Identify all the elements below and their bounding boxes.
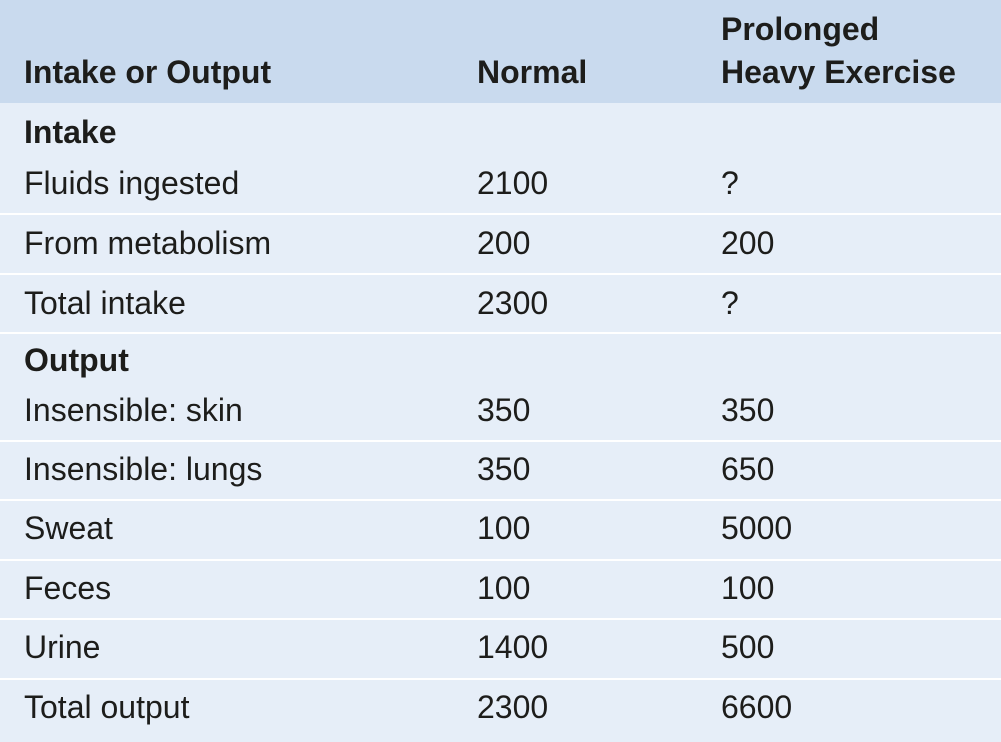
row-label: Insensible: skin bbox=[24, 392, 243, 428]
row-exercise-value: 6600 bbox=[721, 689, 793, 725]
row-label: Total output bbox=[24, 689, 190, 725]
row-divider bbox=[0, 499, 1001, 501]
row-normal-value: 350 bbox=[477, 392, 531, 428]
row-divider bbox=[0, 273, 1001, 275]
row-normal-value: 2100 bbox=[477, 165, 549, 201]
section-label: Output bbox=[24, 342, 129, 378]
row-label: Total intake bbox=[24, 285, 186, 321]
row-label: Feces bbox=[24, 570, 112, 606]
row-divider bbox=[0, 332, 1001, 334]
section-label: Intake bbox=[24, 114, 117, 150]
row-exercise-value: 100 bbox=[721, 570, 775, 606]
header-prolonged-heavy-exercise: Prolonged Heavy Exercise bbox=[721, 8, 991, 94]
row-exercise-value: 650 bbox=[721, 451, 775, 487]
row-exercise-value: 350 bbox=[721, 392, 775, 428]
row-divider bbox=[0, 440, 1001, 442]
row-label: Urine bbox=[24, 629, 101, 665]
header-exercise-line2: Heavy Exercise bbox=[721, 54, 956, 90]
row-label: Insensible: lungs bbox=[24, 451, 263, 487]
row-label: Sweat bbox=[24, 510, 113, 546]
row-divider bbox=[0, 618, 1001, 620]
row-exercise-value: ? bbox=[721, 165, 739, 201]
row-exercise-value: 500 bbox=[721, 629, 775, 665]
row-divider bbox=[0, 678, 1001, 680]
header-normal: Normal bbox=[477, 54, 588, 90]
table-header: Intake or Output Normal Prolonged Heavy … bbox=[0, 0, 1001, 103]
row-exercise-value: 5000 bbox=[721, 510, 793, 546]
row-normal-value: 200 bbox=[477, 225, 531, 261]
header-exercise-line1: Prolonged bbox=[721, 11, 880, 47]
row-normal-value: 1400 bbox=[477, 629, 549, 665]
row-exercise-value: 200 bbox=[721, 225, 775, 261]
row-normal-value: 2300 bbox=[477, 689, 549, 725]
row-label: From metabolism bbox=[24, 225, 272, 261]
row-divider bbox=[0, 213, 1001, 215]
row-normal-value: 350 bbox=[477, 451, 531, 487]
row-normal-value: 100 bbox=[477, 510, 531, 546]
row-exercise-value: ? bbox=[721, 285, 739, 321]
row-normal-value: 2300 bbox=[477, 285, 549, 321]
row-normal-value: 100 bbox=[477, 570, 531, 606]
row-divider bbox=[0, 559, 1001, 561]
header-intake-or-output: Intake or Output bbox=[24, 54, 272, 90]
row-label: Fluids ingested bbox=[24, 165, 240, 201]
